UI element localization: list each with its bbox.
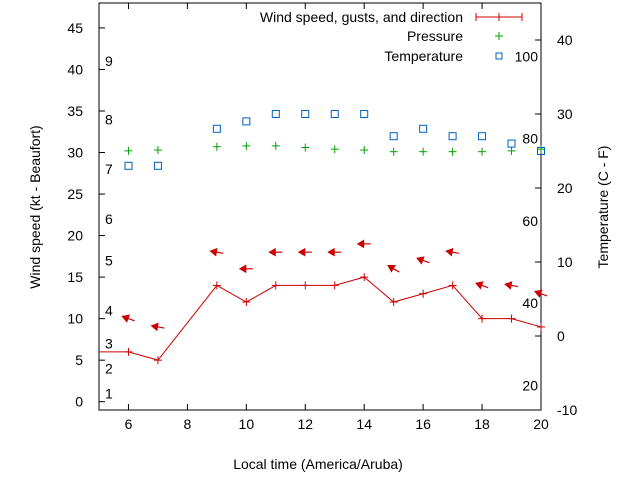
temperature-point — [124, 161, 133, 170]
wind-arrow-head — [416, 256, 425, 265]
wind-arrow-head — [209, 247, 218, 257]
wind-arrow-head — [238, 264, 247, 274]
x-tick-label: 20 — [533, 416, 549, 432]
beaufort-label: 2 — [105, 360, 113, 376]
wind-arrow-head — [327, 247, 335, 257]
y-tick-label: 40 — [67, 61, 83, 77]
fahrenheit-label: 40 — [522, 295, 538, 311]
y2-tick-label: 40 — [557, 32, 573, 48]
wind-arrow-head — [150, 322, 159, 332]
y-tick-label: 20 — [67, 228, 83, 244]
temperature-point — [478, 132, 487, 141]
x-tick-label: 10 — [239, 416, 255, 432]
temperature-point — [153, 161, 162, 170]
beaufort-label: 7 — [105, 161, 113, 177]
fahrenheit-label: 100 — [515, 48, 539, 64]
x-tick-label: 8 — [184, 416, 192, 432]
y2-tick-label: 0 — [557, 328, 565, 344]
wind-arrow-head — [387, 265, 396, 273]
wind-arrow-head — [356, 239, 365, 249]
temperature-point — [419, 124, 428, 133]
beaufort-label: 4 — [105, 302, 113, 318]
y-tick-label: 5 — [75, 352, 83, 368]
temperature-point — [389, 132, 398, 141]
beaufort-label: 9 — [105, 53, 113, 69]
series-layer — [99, 110, 548, 365]
temperature-point — [537, 147, 545, 155]
wind-arrow-head — [475, 281, 484, 290]
wind-arrow-head — [268, 247, 276, 257]
x-tick-label: 12 — [297, 416, 313, 432]
x-tick-label: 18 — [474, 416, 490, 432]
y2-tick-label: 30 — [557, 106, 573, 122]
fahrenheit-label: 20 — [522, 377, 538, 393]
x-axis-label: Local time (America/Aruba) — [233, 456, 403, 472]
y-tick-label: 45 — [67, 20, 83, 36]
fahrenheit-label: 60 — [522, 213, 538, 229]
temperature-point — [301, 110, 310, 118]
y-tick-label: 30 — [67, 145, 83, 161]
wind-arrow-head — [504, 281, 513, 290]
wind-arrow-head — [533, 289, 543, 298]
temperature-point — [360, 110, 369, 118]
beaufort-label: 8 — [105, 111, 113, 127]
temperature-point — [242, 117, 251, 126]
wind-arrow-head — [297, 247, 306, 257]
y2-axis-label: Temperature (C - F) — [595, 146, 611, 269]
y2-tick-label: 20 — [557, 180, 573, 196]
legend-label-pressure: Pressure — [407, 28, 463, 44]
y2-tick-label: -10 — [557, 402, 577, 418]
temperature-point — [271, 110, 280, 118]
x-tick-label: 14 — [356, 416, 372, 432]
temperature-point — [330, 110, 339, 118]
beaufort-label: 3 — [105, 336, 113, 352]
fahrenheit-label: 80 — [522, 131, 538, 147]
wind-arrow-head — [121, 314, 130, 323]
x-tick-label: 16 — [415, 416, 431, 432]
temperature-point — [507, 139, 516, 148]
y2-tick-label: 10 — [557, 254, 573, 270]
ticks-layer: 6 8 10 12 14 16 18 20051015202530354045-1001020… — [67, 3, 577, 432]
y-tick-label: 0 — [75, 394, 83, 410]
y-axis-label: Wind speed (kt - Beaufort) — [27, 125, 43, 288]
beaufort-label: 6 — [105, 211, 113, 227]
y-tick-label: 10 — [67, 311, 83, 327]
y-tick-label: 35 — [67, 103, 83, 119]
wind-line — [99, 276, 542, 361]
x-tick-label: 6 — [125, 416, 133, 432]
wind-arrow-head — [445, 247, 454, 257]
temperature-point — [212, 124, 221, 133]
legend-label-temperature: Temperature — [384, 48, 463, 64]
temperature-point — [448, 132, 457, 141]
beaufort-label: 5 — [105, 252, 113, 268]
y-tick-label: 15 — [67, 269, 83, 285]
plot-frame — [98, 2, 542, 411]
legend: Wind speed, gusts, and direction Pressur… — [260, 9, 523, 64]
legend-label-wind: Wind speed, gusts, and direction — [260, 9, 463, 25]
legend-marker-temperature — [495, 52, 503, 60]
beaufort-label: 1 — [105, 385, 113, 401]
y-tick-label: 25 — [67, 186, 83, 202]
